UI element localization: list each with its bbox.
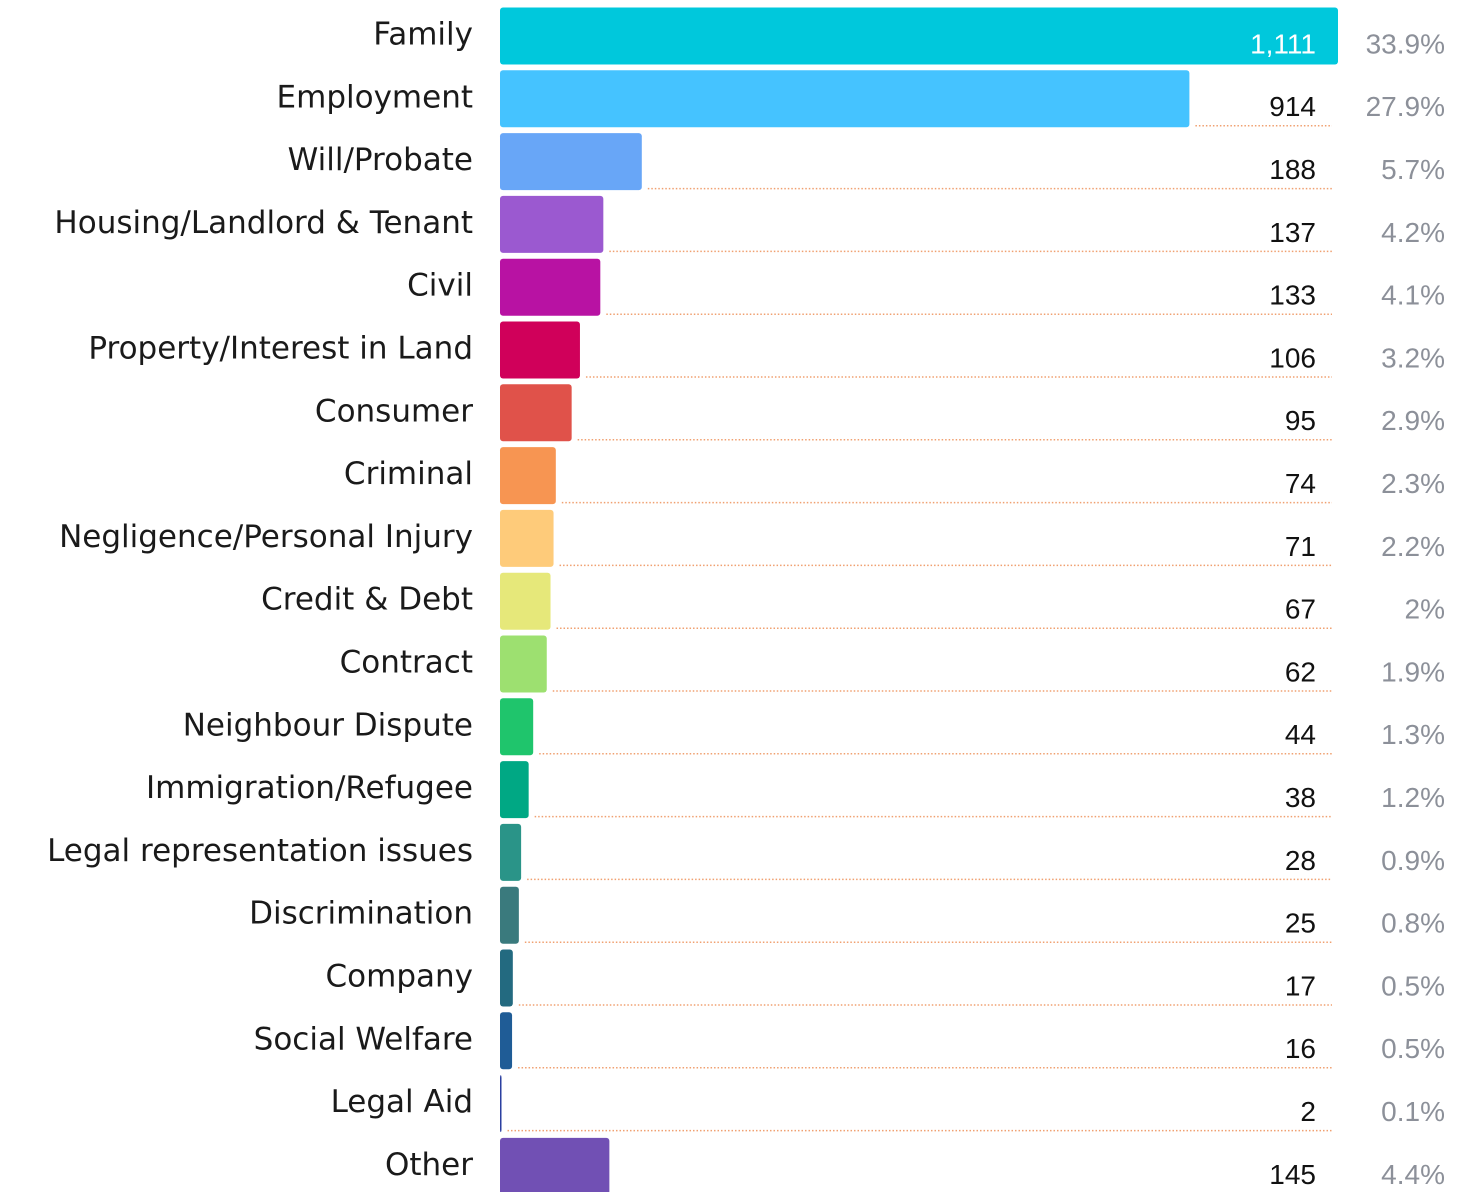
value-label: 2 [1300, 1096, 1316, 1127]
category-label: Housing/Landlord & Tenant [54, 205, 473, 241]
value-label: 25 [1285, 908, 1316, 939]
value-label: 62 [1285, 656, 1316, 687]
value-label: 71 [1285, 531, 1316, 562]
category-label: Company [326, 959, 473, 995]
value-label: 106 [1269, 342, 1316, 373]
category-label: Other [385, 1147, 473, 1183]
bar [500, 761, 529, 819]
category-label: Civil [407, 268, 473, 304]
category-label: Contract [340, 645, 473, 681]
share-label: 0.5% [1381, 970, 1445, 1001]
bar [500, 70, 1190, 128]
share-label: 2% [1405, 594, 1445, 625]
share-label: 1.3% [1381, 719, 1445, 750]
share-label: 1.2% [1381, 782, 1445, 813]
category-label: Property/Interest in Land [88, 331, 473, 367]
value-label: 44 [1285, 719, 1316, 750]
bar [500, 949, 513, 1007]
bar [500, 1137, 610, 1192]
share-label: 4.4% [1381, 1159, 1445, 1190]
category-label: Legal Aid [331, 1084, 473, 1120]
value-label: 133 [1269, 280, 1316, 311]
bar [500, 886, 519, 944]
share-label: 3.2% [1381, 342, 1445, 373]
value-label: 74 [1285, 468, 1316, 499]
value-label: 1,111 [1250, 28, 1316, 59]
bar [500, 195, 604, 253]
bar [500, 447, 556, 505]
category-label: Criminal [344, 456, 473, 492]
share-label: 4.1% [1381, 280, 1445, 311]
bar [500, 321, 580, 379]
category-label: Discrimination [249, 896, 473, 932]
category-label: Family [373, 17, 473, 53]
value-label: 38 [1285, 782, 1316, 813]
bar [500, 1012, 513, 1070]
category-label: Employment [277, 79, 473, 115]
category-label: Neighbour Dispute [183, 707, 473, 743]
category-label: Negligence/Personal Injury [59, 519, 473, 555]
bar [500, 258, 601, 316]
share-label: 0.1% [1381, 1096, 1445, 1127]
share-label: 2.9% [1381, 405, 1445, 436]
bar [500, 509, 554, 567]
share-label: 1.9% [1381, 656, 1445, 687]
value-label: 145 [1269, 1159, 1316, 1190]
category-label: Social Welfare [254, 1021, 473, 1057]
bar [500, 384, 572, 442]
value-label: 28 [1285, 845, 1316, 876]
value-label: 17 [1285, 970, 1316, 1001]
bar [500, 7, 1338, 65]
category-label: Will/Probate [288, 142, 473, 178]
value-label: 95 [1285, 405, 1316, 436]
share-label: 0.8% [1381, 908, 1445, 939]
value-label: 137 [1269, 217, 1316, 248]
share-label: 4.2% [1381, 217, 1445, 248]
share-label: 27.9% [1366, 91, 1445, 122]
bar [500, 698, 534, 756]
bar [500, 635, 547, 693]
value-label: 188 [1269, 154, 1316, 185]
category-label: Legal representation issues [47, 833, 473, 869]
value-label: 67 [1285, 594, 1316, 625]
value-label: 914 [1269, 91, 1316, 122]
share-label: 2.3% [1381, 468, 1445, 499]
category-label: Credit & Debt [261, 582, 473, 618]
bar [500, 823, 522, 881]
share-label: 33.9% [1366, 28, 1445, 59]
bar [500, 1075, 502, 1133]
share-label: 5.7% [1381, 154, 1445, 185]
category-label: Consumer [315, 393, 473, 429]
value-label: 16 [1285, 1033, 1316, 1064]
share-label: 2.2% [1381, 531, 1445, 562]
share-label: 0.9% [1381, 845, 1445, 876]
share-label: 0.5% [1381, 1033, 1445, 1064]
bar [500, 572, 551, 630]
category-label: Immigration/Refugee [146, 770, 473, 806]
bar [500, 133, 642, 191]
